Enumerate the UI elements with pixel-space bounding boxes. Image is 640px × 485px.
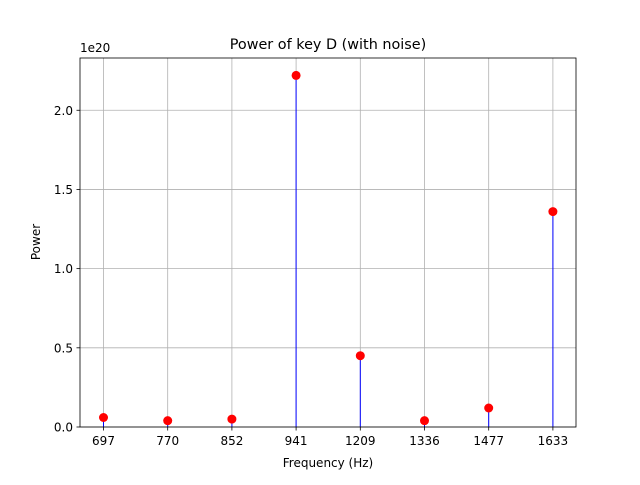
- chart-title: Power of key D (with noise): [230, 37, 427, 53]
- y-offset-label: 1e20: [80, 41, 110, 55]
- data-point-941: [291, 70, 301, 80]
- data-point-770: [163, 416, 173, 426]
- y-tick-label: 1.0: [54, 262, 73, 276]
- data-point-1209: [355, 351, 365, 361]
- plot-area: [80, 58, 576, 427]
- x-tick-label: 1477: [473, 434, 504, 448]
- data-point-852: [227, 414, 237, 424]
- x-axis-label: Frequency (Hz): [283, 456, 374, 470]
- x-tick-label: 1633: [538, 434, 569, 448]
- y-axis-label: Power: [29, 224, 43, 260]
- x-tick-label: 697: [92, 434, 115, 448]
- data-point-1477: [484, 403, 494, 413]
- plot-frame: [79, 57, 577, 428]
- x-tick-label: 1336: [409, 434, 440, 448]
- x-tick-label: 941: [285, 434, 308, 448]
- y-tick-label: 2.0: [54, 104, 73, 118]
- tick-layer: 697 770 852 941 1209 1336 1477 1633 0.0 0.5 1.0 1.5…: [54, 104, 568, 448]
- x-tick-label: 852: [220, 434, 243, 448]
- y-tick-label: 1.5: [54, 183, 73, 197]
- y-tick-label: 0.0: [54, 421, 73, 435]
- data-point-1336: [420, 416, 429, 426]
- marker-layer: [99, 70, 558, 426]
- x-tick-label: 770: [156, 434, 179, 448]
- y-tick-label: 0.5: [54, 341, 73, 355]
- x-tick-label: 1209: [345, 434, 376, 448]
- data-point-697: [99, 412, 108, 422]
- data-point-1633: [548, 207, 558, 217]
